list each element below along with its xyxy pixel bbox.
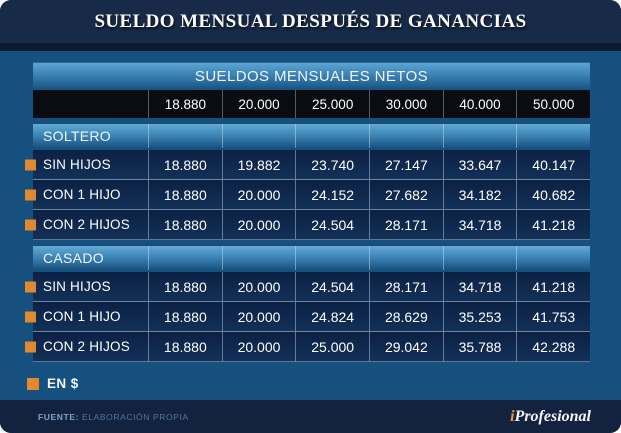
brand-logo-rest: Profesional	[514, 407, 591, 425]
row-value-4: 34.718	[442, 272, 517, 301]
column-header-spacer	[33, 90, 148, 118]
row-label: CON 1 HIJO	[43, 309, 121, 324]
row-value-2: 24.504	[295, 210, 369, 239]
row-bullet-icon	[25, 341, 36, 352]
section-cell-1	[221, 124, 296, 148]
row-value-2: 24.504	[295, 272, 369, 301]
row-bullet-icon	[25, 159, 36, 170]
source-note: FUENTE: ELABORACIÓN PROPIA	[38, 412, 189, 422]
title-divider	[0, 43, 621, 51]
row-value-5: 41.218	[516, 210, 590, 239]
table-row: CON 1 HIJO 18.880 20.000 24.824 28.629 35.253…	[25, 301, 590, 331]
section-cell-1	[221, 246, 296, 270]
row-value-1: 20.000	[221, 180, 296, 209]
source-label: FUENTE:	[38, 411, 80, 422]
row-value-1: 20.000	[221, 302, 296, 331]
row-value-0: 18.880	[148, 150, 222, 179]
row-bullet-icon	[25, 281, 36, 292]
row-label: CON 2 HIJOS	[43, 339, 130, 354]
row-value-4: 34.718	[442, 210, 517, 239]
chart-body: SUELDOS MENSUALES NETOS 18.880 20.000 25.0…	[0, 51, 621, 400]
row-value-2: 23.740	[295, 150, 369, 179]
table-row: CON 2 HIJOS 18.880 20.000 25.000 29.042 35.78…	[25, 331, 590, 362]
section-cell-5	[516, 246, 590, 270]
brand-logo: iProfesional	[510, 408, 591, 426]
section-label: CASADO	[43, 250, 104, 266]
section-cell-4	[442, 246, 517, 270]
column-header-1: 20.000	[221, 90, 296, 118]
row-label: SIN HIJOS	[43, 157, 111, 172]
row-value-4: 35.253	[442, 302, 517, 331]
row-label: CON 2 HIJOS	[43, 217, 130, 232]
section-cell-3	[369, 246, 443, 270]
section-row-casado: CASADO	[33, 245, 590, 270]
table-sections: SOLTERO SIN HIJOS 18.880 19.882 23.740 27.147…	[25, 118, 590, 362]
row-value-0: 18.880	[148, 210, 222, 239]
column-header-0: 18.880	[148, 90, 222, 118]
table-header: SUELDOS MENSUALES NETOS	[33, 62, 590, 90]
row-bullet-icon	[25, 219, 36, 230]
section-cell-2	[295, 246, 369, 270]
footer: FUENTE: ELABORACIÓN PROPIA iProfesional	[0, 400, 621, 433]
row-value-0: 18.880	[148, 302, 222, 331]
row-bullet-icon	[25, 189, 36, 200]
row-value-2: 24.824	[295, 302, 369, 331]
row-label: CON 1 HIJO	[43, 187, 121, 202]
row-label: SIN HIJOS	[43, 279, 111, 294]
row-value-3: 27.682	[369, 180, 443, 209]
section-label: SOLTERO	[43, 128, 111, 144]
column-header-3: 30.000	[369, 90, 443, 118]
legend-swatch-icon	[27, 377, 39, 390]
row-value-2: 25.000	[295, 332, 369, 361]
table-row: CON 1 HIJO 18.880 20.000 24.152 27.682 34.182…	[25, 179, 590, 209]
row-value-1: 19.882	[221, 150, 296, 179]
row-value-3: 29.042	[369, 332, 443, 361]
row-value-2: 24.152	[295, 180, 369, 209]
row-value-4: 33.647	[442, 150, 517, 179]
row-value-3: 28.629	[369, 302, 443, 331]
row-value-3: 28.171	[369, 210, 443, 239]
row-value-1: 20.000	[221, 272, 296, 301]
row-value-3: 27.147	[369, 150, 443, 179]
section-cell-4	[442, 124, 517, 148]
section-cell-3	[369, 124, 443, 148]
section-cell-0	[148, 124, 222, 148]
table-row: SIN HIJOS 18.880 20.000 24.504 28.171 34.718 4…	[25, 272, 590, 301]
section-cell-0	[148, 246, 222, 270]
row-value-5: 40.147	[516, 150, 590, 179]
row-value-0: 18.880	[148, 272, 222, 301]
row-value-5: 41.218	[516, 272, 590, 301]
table-row: SIN HIJOS 18.880 19.882 23.740 27.147 33.647 4…	[25, 150, 590, 179]
column-header-5: 50.000	[516, 90, 590, 118]
row-value-4: 35.788	[442, 332, 517, 361]
row-value-5: 40.682	[516, 180, 590, 209]
source-value: ELABORACIÓN PROPIA	[82, 411, 189, 422]
row-bullet-icon	[25, 311, 36, 322]
title-bar: SUELDO MENSUAL DESPUÉS DE GANANCIAS	[0, 0, 621, 43]
page-title: SUELDO MENSUAL DESPUÉS DE GANANCIAS	[94, 10, 527, 32]
row-value-5: 42.288	[516, 332, 590, 361]
brand-logo-i: i	[510, 407, 515, 425]
row-value-3: 28.171	[369, 272, 443, 301]
row-value-0: 18.880	[148, 180, 222, 209]
row-value-1: 20.000	[221, 210, 296, 239]
row-value-4: 34.182	[442, 180, 517, 209]
legend: EN $	[27, 376, 79, 391]
column-header-4: 40.000	[442, 90, 517, 118]
legend-label: EN $	[47, 376, 79, 391]
section-cell-5	[516, 124, 590, 148]
section-row-soltero: SOLTERO	[33, 123, 590, 148]
section-cell-2	[295, 124, 369, 148]
column-header-2: 25.000	[295, 90, 369, 118]
row-value-1: 20.000	[221, 332, 296, 361]
table-row: CON 2 HIJOS 18.880 20.000 24.504 28.171 34.71…	[25, 209, 590, 240]
column-header-row: 18.880 20.000 25.000 30.000 40.000 50.000	[33, 90, 590, 118]
salary-table: SUELDOS MENSUALES NETOS 18.880 20.000 25.0…	[25, 62, 590, 362]
row-value-5: 41.753	[516, 302, 590, 331]
row-value-0: 18.880	[148, 332, 222, 361]
